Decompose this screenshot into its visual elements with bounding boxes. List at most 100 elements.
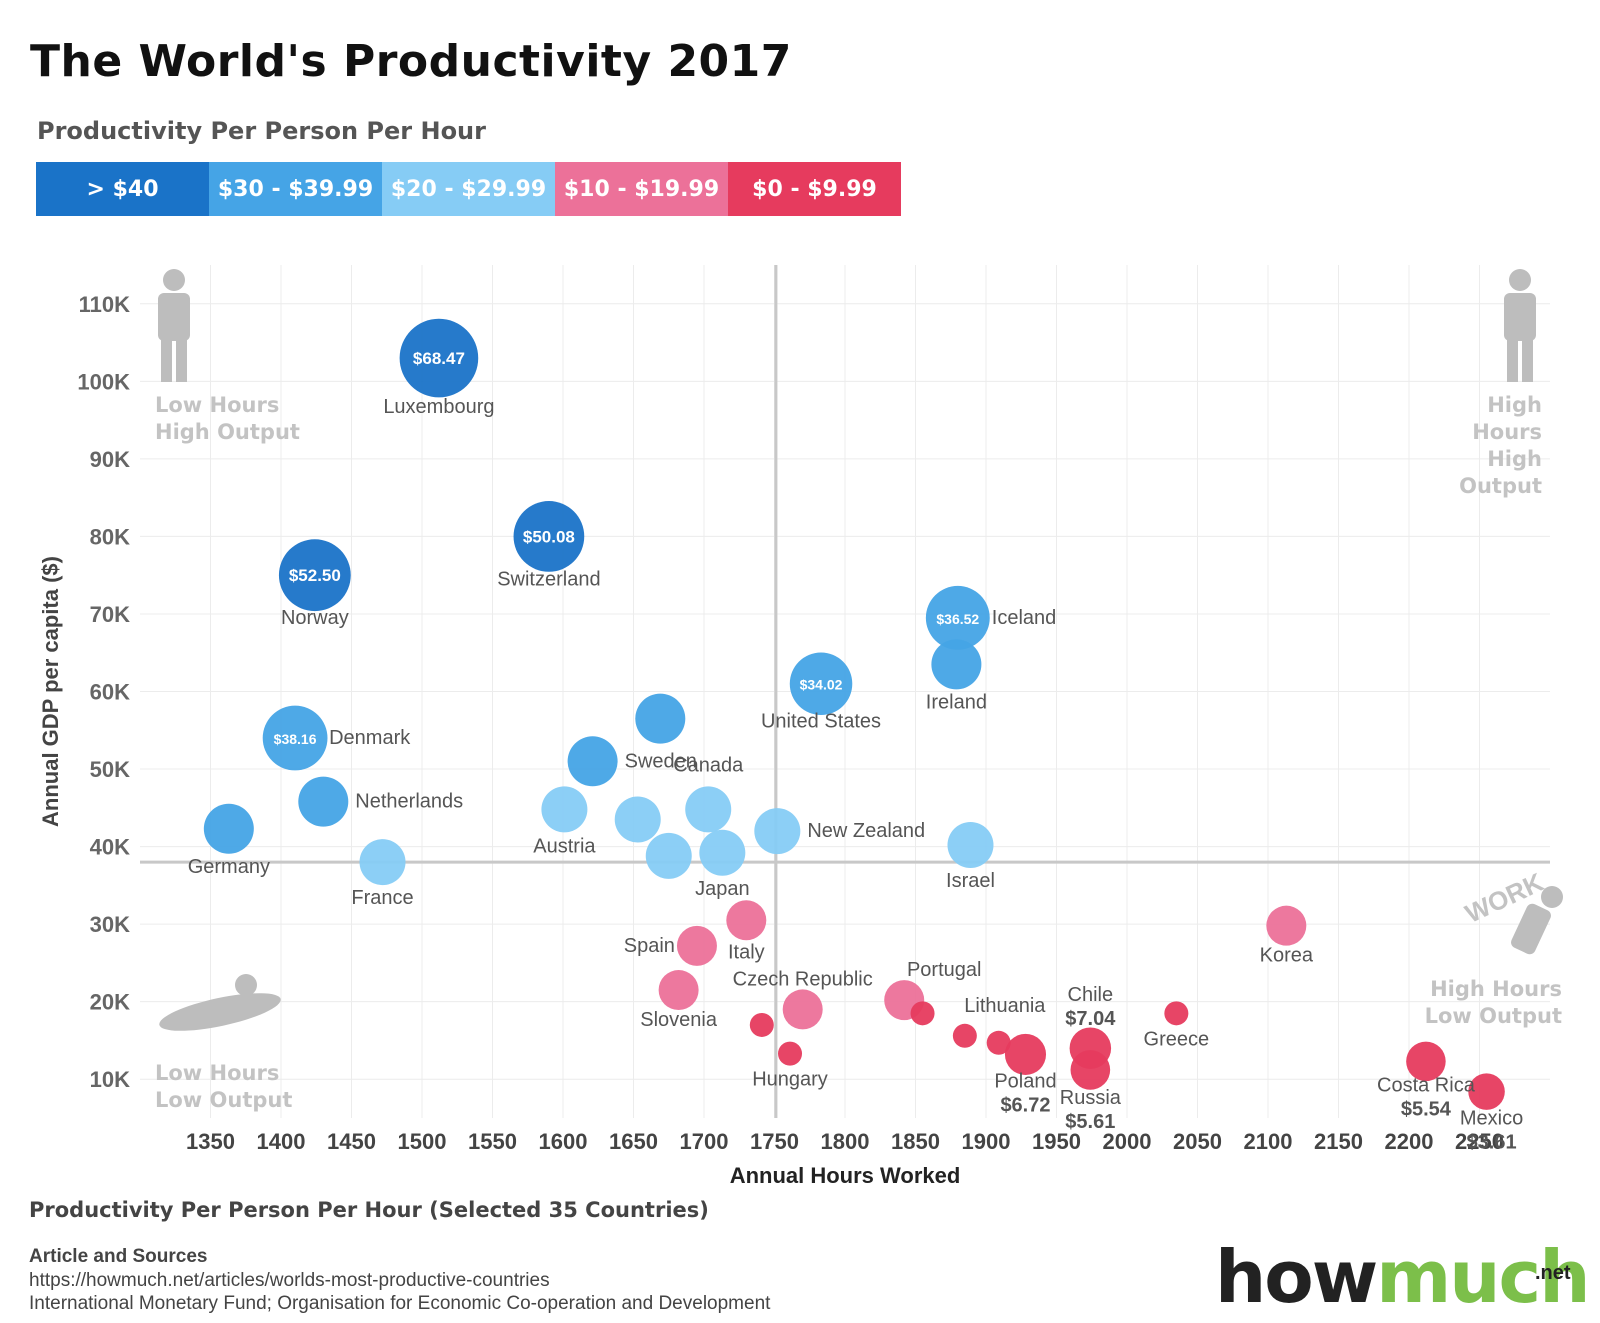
x-tick-label: 1600 <box>539 1129 588 1154</box>
data-label-value: $68.47 <box>413 349 465 368</box>
figure-head <box>163 269 185 291</box>
country-label: Canada <box>673 754 744 776</box>
x-tick-label: 2100 <box>1244 1129 1293 1154</box>
logo-much: much <box>1376 1235 1590 1319</box>
quadrant-line: High Hours <box>1430 977 1562 1001</box>
legend-title: Productivity Per Person Per Hour <box>37 117 486 145</box>
chart-title: The World's Productivity 2017 <box>30 36 792 87</box>
country-label: France <box>351 887 413 909</box>
data-point-iceland <box>925 585 990 650</box>
source-text: International Monetary Fund; Organisatio… <box>29 1293 771 1314</box>
x-tick-label: 2000 <box>1103 1129 1152 1154</box>
data-point-lithuania <box>952 1023 977 1048</box>
country-label: Ireland <box>926 691 987 713</box>
x-tick-label: 1500 <box>398 1129 447 1154</box>
figure-body <box>1504 293 1536 341</box>
data-point-unlabeled <box>910 1001 935 1026</box>
figure-leg <box>161 338 172 382</box>
data-point-united-states <box>789 652 853 715</box>
data-label-value: $52.50 <box>289 566 341 585</box>
data-point-austria <box>541 786 588 833</box>
x-axis-label: Annual Hours Worked <box>730 1163 961 1188</box>
country-label: Switzerland <box>497 568 600 590</box>
quadrant-label-top-left: Low Hours High Output <box>155 392 300 446</box>
data-label-value: $34.02 <box>800 677 843 693</box>
figure-body <box>1511 903 1551 955</box>
y-tick-label: 70K <box>90 602 130 627</box>
x-tick-label: 1650 <box>609 1129 658 1154</box>
data-point-netherlands <box>298 776 349 827</box>
x-tick-label: 1750 <box>750 1129 799 1154</box>
quadrant-line: Low Hours <box>155 393 280 417</box>
data-point-norway <box>278 539 351 612</box>
country-label: Greece <box>1144 1028 1210 1050</box>
data-point-unlabeled <box>749 1012 774 1037</box>
x-tick-label: 2200 <box>1385 1129 1434 1154</box>
data-point-italy <box>726 900 767 941</box>
quadrant-line: Low Output <box>1424 1004 1562 1028</box>
country-label: Austria <box>533 835 596 857</box>
figure-head <box>1541 886 1563 908</box>
country-label: Iceland <box>992 607 1057 629</box>
businessman-icon <box>1504 269 1536 382</box>
quadrant-line: High Hours <box>1472 393 1542 444</box>
country-label: Japan <box>695 878 750 900</box>
howmuch-logo[interactable]: howmuch <box>1215 1235 1590 1319</box>
figure-leg <box>176 338 187 382</box>
legend-item: $10 - $19.99 <box>555 162 728 216</box>
country-label: Norway <box>281 607 349 629</box>
y-tick-label: 110K <box>79 292 130 317</box>
figure-body <box>159 993 281 1031</box>
country-label: Lithuania <box>964 995 1046 1017</box>
x-tick-label: 1850 <box>891 1129 940 1154</box>
data-label-value: $6.72 <box>1000 1094 1050 1116</box>
country-label: Costa Rica <box>1377 1074 1476 1096</box>
logo-how: how <box>1215 1235 1378 1319</box>
data-point-russia <box>1070 1050 1111 1090</box>
data-label-value: $36.52 <box>936 611 979 627</box>
x-tick-label: 2050 <box>1173 1129 1222 1154</box>
x-tick-label: 1450 <box>327 1129 376 1154</box>
country-label: Czech Republic <box>733 968 873 990</box>
data-point-spain <box>676 925 717 966</box>
country-label: Italy <box>728 941 765 963</box>
data-label-value: $7.04 <box>1065 1008 1116 1030</box>
y-axis-label: Annual GDP per capita ($) <box>38 556 63 827</box>
country-label: Hungary <box>752 1069 828 1091</box>
country-label: Spain <box>624 935 675 957</box>
data-point-new-zealand <box>754 808 801 855</box>
country-label: Portugal <box>907 959 982 981</box>
country-label: Denmark <box>329 727 411 749</box>
country-label: United States <box>761 711 881 733</box>
country-label: Slovenia <box>640 1009 718 1031</box>
figure-head <box>235 974 257 996</box>
y-tick-label: 30K <box>90 912 130 937</box>
data-point-unlabeled <box>986 1030 1011 1055</box>
country-label: Chile <box>1068 984 1114 1006</box>
data-point-unlabeled <box>614 796 661 843</box>
work-carrying-person-icon <box>1511 886 1563 955</box>
data-point-canada <box>685 786 732 833</box>
country-label: Germany <box>188 856 270 878</box>
data-label-value: $50.08 <box>523 527 575 546</box>
x-tick-label: 1700 <box>680 1129 729 1154</box>
x-tick-label: 1900 <box>962 1129 1011 1154</box>
data-point-czech-republic <box>782 989 823 1030</box>
x-tick-label: 1400 <box>257 1129 306 1154</box>
data-label-value: $3.61 <box>1467 1132 1517 1154</box>
chart-caption: Productivity Per Person Per Hour (Select… <box>29 1198 709 1222</box>
sources-title: Article and Sources <box>29 1246 208 1267</box>
x-tick-label: 1800 <box>821 1129 870 1154</box>
y-tick-label: 40K <box>90 835 130 860</box>
figure-head <box>1509 269 1531 291</box>
data-label-value: $5.61 <box>1065 1111 1115 1133</box>
source-link[interactable]: https://howmuch.net/articles/worlds-most… <box>29 1270 550 1291</box>
legend-item: $0 - $9.99 <box>728 162 901 216</box>
data-point-hungary <box>778 1041 803 1066</box>
country-label: Korea <box>1260 945 1314 967</box>
country-label: New Zealand <box>807 820 925 842</box>
quadrant-label-bottom-left: Low Hours Low Output <box>155 1060 292 1114</box>
data-label-value: $5.54 <box>1401 1098 1452 1120</box>
quadrant-line: Low Output <box>155 1088 293 1112</box>
quadrant-label-bottom-right: High Hours Low Output <box>1412 976 1562 1030</box>
